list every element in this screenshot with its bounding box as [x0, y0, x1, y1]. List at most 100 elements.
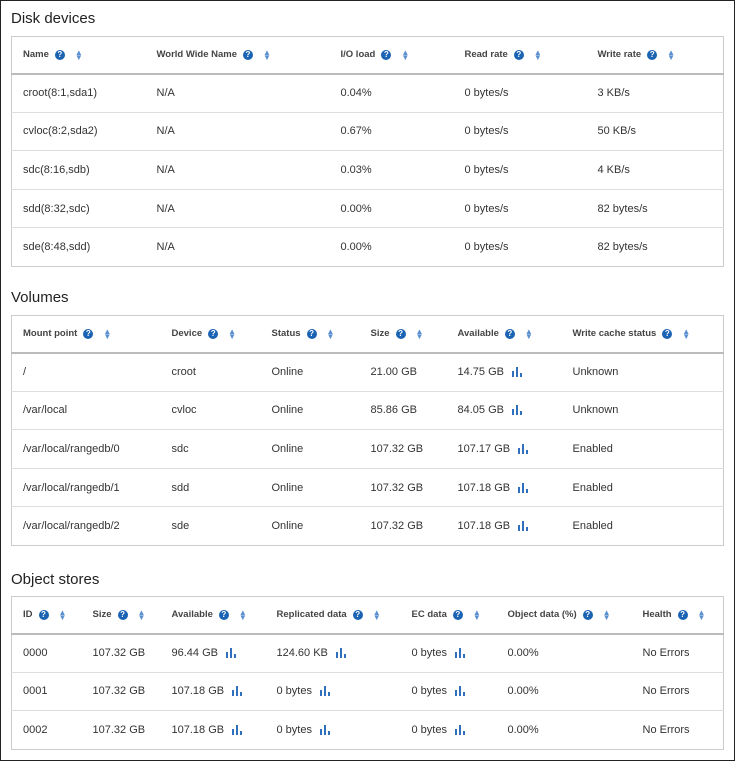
sort-icon[interactable]: ▲ ▼: [263, 47, 271, 62]
sort-icon[interactable]: ▲ ▼: [602, 607, 611, 622]
table-cell: 0.04%: [329, 73, 454, 113]
help-circle-icon[interactable]: ?: [452, 609, 463, 620]
help-circle-icon[interactable]: ?: [381, 49, 392, 60]
column-header[interactable]: Object data (%)? ▲ ▼: [496, 596, 632, 635]
help-circle-icon[interactable]: ?: [54, 49, 65, 60]
bar-chart-icon[interactable]: [319, 686, 331, 697]
sort-icon[interactable]: ▲ ▼: [238, 607, 247, 622]
sort-icon[interactable]: ▲ ▼: [472, 607, 481, 622]
column-header[interactable]: Size? ▲ ▼: [81, 596, 161, 635]
cell-value: sdc(8:16,sdb): [23, 163, 90, 176]
sort-icon[interactable]: ▲ ▼: [326, 326, 335, 341]
cell-value: 107.18 GB: [457, 520, 511, 533]
table-cell: cvloc: [160, 391, 261, 431]
help-circle-icon[interactable]: ?: [513, 49, 524, 60]
cell-value: 0.67%: [340, 125, 372, 138]
bar-chart-icon[interactable]: [454, 725, 466, 736]
bar-chart-icon[interactable]: [454, 686, 466, 697]
column-header[interactable]: Health? ▲ ▼: [631, 596, 724, 635]
column-header[interactable]: ID? ▲ ▼: [11, 596, 82, 635]
help-circle-icon[interactable]: ?: [243, 49, 253, 60]
column-header[interactable]: Available? ▲ ▼: [446, 315, 562, 354]
cell-value: N/A: [156, 87, 175, 100]
bar-chart-icon[interactable]: [319, 725, 331, 736]
cell-value: Online: [271, 520, 304, 533]
column-header[interactable]: Read rate? ▲ ▼: [453, 36, 587, 75]
bar-chart-icon[interactable]: [232, 686, 243, 697]
sort-icon[interactable]: ▲ ▼: [415, 326, 424, 341]
help-circle-icon[interactable]: ?: [38, 609, 49, 620]
column-header[interactable]: World Wide Name? ▲ ▼: [145, 36, 330, 75]
help-circle-icon[interactable]: ?: [218, 609, 229, 620]
column-header[interactable]: Mount point? ▲ ▼: [11, 315, 161, 354]
help-circle-icon[interactable]: ?: [117, 609, 128, 620]
help-circle-icon[interactable]: ?: [83, 328, 94, 339]
bar-chart-icon[interactable]: [511, 405, 523, 416]
column-header[interactable]: Replicated data? ▲ ▼: [265, 596, 401, 635]
table-cell: Enabled: [561, 429, 724, 469]
column-header[interactable]: EC data? ▲ ▼: [400, 596, 497, 635]
sort-icon[interactable]: ▲ ▼: [682, 326, 691, 341]
sort-icon[interactable]: ▲ ▼: [103, 326, 112, 341]
column-header[interactable]: Available? ▲ ▼: [160, 596, 266, 635]
cell-value: 85.86 GB: [370, 404, 417, 417]
sort-icon[interactable]: ▲ ▼: [524, 326, 533, 341]
column-header[interactable]: Write rate? ▲ ▼: [586, 36, 724, 75]
column-header-label: Size: [92, 609, 112, 621]
table-row: /var/local/rangedb/2 sde Online 107.32 GB 10…: [12, 507, 724, 546]
cell-value: Online: [271, 366, 304, 379]
cell-value: 107.32 GB: [370, 520, 424, 533]
sort-icon[interactable]: ▲ ▼: [667, 47, 676, 62]
cell-value: 107.32 GB: [370, 481, 424, 494]
table-cell: 107.32 GB: [360, 507, 447, 546]
help-circle-icon[interactable]: ?: [662, 328, 673, 339]
cell-value: 107.32 GB: [370, 442, 424, 455]
sort-icon[interactable]: ▲ ▼: [74, 47, 83, 62]
bar-chart-icon[interactable]: [232, 725, 243, 736]
table-row: cvloc(8:2,sda2) N/A 0.67% 0 bytes/s 50 KB/s: [11, 112, 724, 152]
table-row: /var/local cvloc Online 85.86 GB 84.05 GB Unk…: [11, 391, 724, 431]
cell-value: 0 bytes/s: [464, 87, 509, 100]
sort-icon[interactable]: ▲ ▼: [533, 47, 542, 62]
help-circle-icon[interactable]: ?: [306, 328, 317, 339]
table-row: /var/local/rangedb/0 sdc Online 107.32 GB 10…: [11, 429, 724, 469]
cell-value: 107.32 GB: [92, 647, 146, 660]
table-cell: croot: [160, 352, 261, 392]
sort-icon[interactable]: ▲ ▼: [401, 47, 410, 62]
help-circle-icon[interactable]: ?: [677, 609, 688, 620]
column-header[interactable]: Size? ▲ ▼: [359, 315, 447, 354]
cell-value: croot(8:1,sda1): [23, 87, 97, 100]
help-circle-icon[interactable]: ?: [582, 609, 593, 620]
cell-value: sdd: [171, 481, 190, 494]
help-circle-icon[interactable]: ?: [208, 328, 219, 339]
bar-chart-icon[interactable]: [511, 367, 523, 378]
sort-icon[interactable]: ▲ ▼: [58, 607, 67, 622]
table-cell: 4 KB/s: [586, 150, 724, 190]
table-cell: 107.32 GB: [82, 711, 161, 750]
cell-value: N/A: [156, 241, 175, 254]
bar-chart-icon[interactable]: [335, 648, 347, 659]
sort-icon[interactable]: ▲ ▼: [697, 607, 706, 622]
sort-icon[interactable]: ▲ ▼: [228, 326, 237, 341]
bar-chart-icon[interactable]: [518, 482, 529, 493]
cell-value: Unknown: [572, 366, 619, 379]
help-circle-icon[interactable]: ?: [352, 609, 363, 620]
bar-chart-icon[interactable]: [225, 648, 237, 659]
help-circle-icon[interactable]: ?: [395, 328, 406, 339]
column-header[interactable]: Write cache status? ▲ ▼: [561, 315, 724, 354]
table-cell: N/A: [146, 228, 330, 267]
column-header[interactable]: I/O load? ▲ ▼: [329, 36, 454, 75]
table-cell: Online: [260, 352, 360, 392]
sort-icon[interactable]: ▲ ▼: [372, 607, 381, 622]
table-row: /var/local/rangedb/1 sdd Online 107.32 GB 10…: [11, 468, 724, 508]
help-circle-icon[interactable]: ?: [647, 49, 658, 60]
bar-chart-icon[interactable]: [454, 648, 466, 659]
column-header[interactable]: Name? ▲ ▼: [11, 36, 146, 75]
column-header[interactable]: Device? ▲ ▼: [160, 315, 261, 354]
bar-chart-icon[interactable]: [518, 521, 529, 532]
sort-icon[interactable]: ▲ ▼: [137, 607, 146, 622]
help-circle-icon[interactable]: ?: [504, 328, 515, 339]
column-header-label: Read rate: [464, 49, 508, 61]
column-header[interactable]: Status? ▲ ▼: [260, 315, 360, 354]
bar-chart-icon[interactable]: [518, 444, 529, 455]
